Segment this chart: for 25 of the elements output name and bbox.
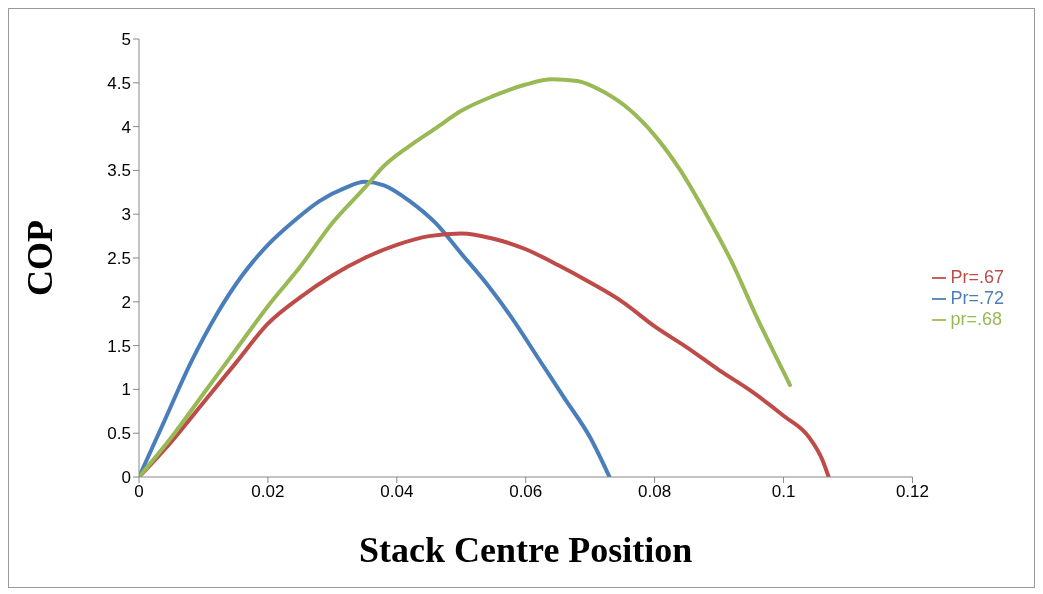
y-tick-label: 4.5	[107, 73, 131, 93]
y-tick-label: 3	[121, 205, 131, 225]
line-series	[139, 179, 612, 477]
y-tick-label: 0.5	[107, 424, 131, 444]
y-tick-label: 1.5	[107, 336, 131, 356]
x-tick-label: 0	[134, 482, 144, 502]
legend-label: Pr=.67	[950, 266, 1004, 287]
y-tick-label: 4	[121, 117, 131, 137]
y-tick-label: 3.5	[107, 161, 131, 181]
legend-label: Pr=.72	[950, 287, 1004, 308]
line-series	[139, 77, 792, 477]
legend-label: pr=.68	[950, 308, 1002, 329]
y-tick-label: 2.5	[107, 249, 131, 269]
x-axis-title: Stack Centre Position	[359, 530, 693, 570]
x-tick-label: 0.1	[771, 482, 796, 502]
y-tick-label: 0	[121, 468, 131, 488]
x-tick-label: 0.06	[509, 482, 543, 502]
y-tick-label: 2	[121, 292, 131, 312]
x-tick-label: 0.04	[380, 482, 414, 502]
y-axis-title: COP	[19, 220, 60, 296]
y-tick-label: 5	[121, 30, 131, 50]
y-tick-label: 1	[121, 380, 131, 400]
x-tick-label: 0.02	[251, 482, 285, 502]
x-tick-label: 0.08	[638, 482, 672, 502]
x-tick-label: 0.12	[895, 482, 929, 502]
